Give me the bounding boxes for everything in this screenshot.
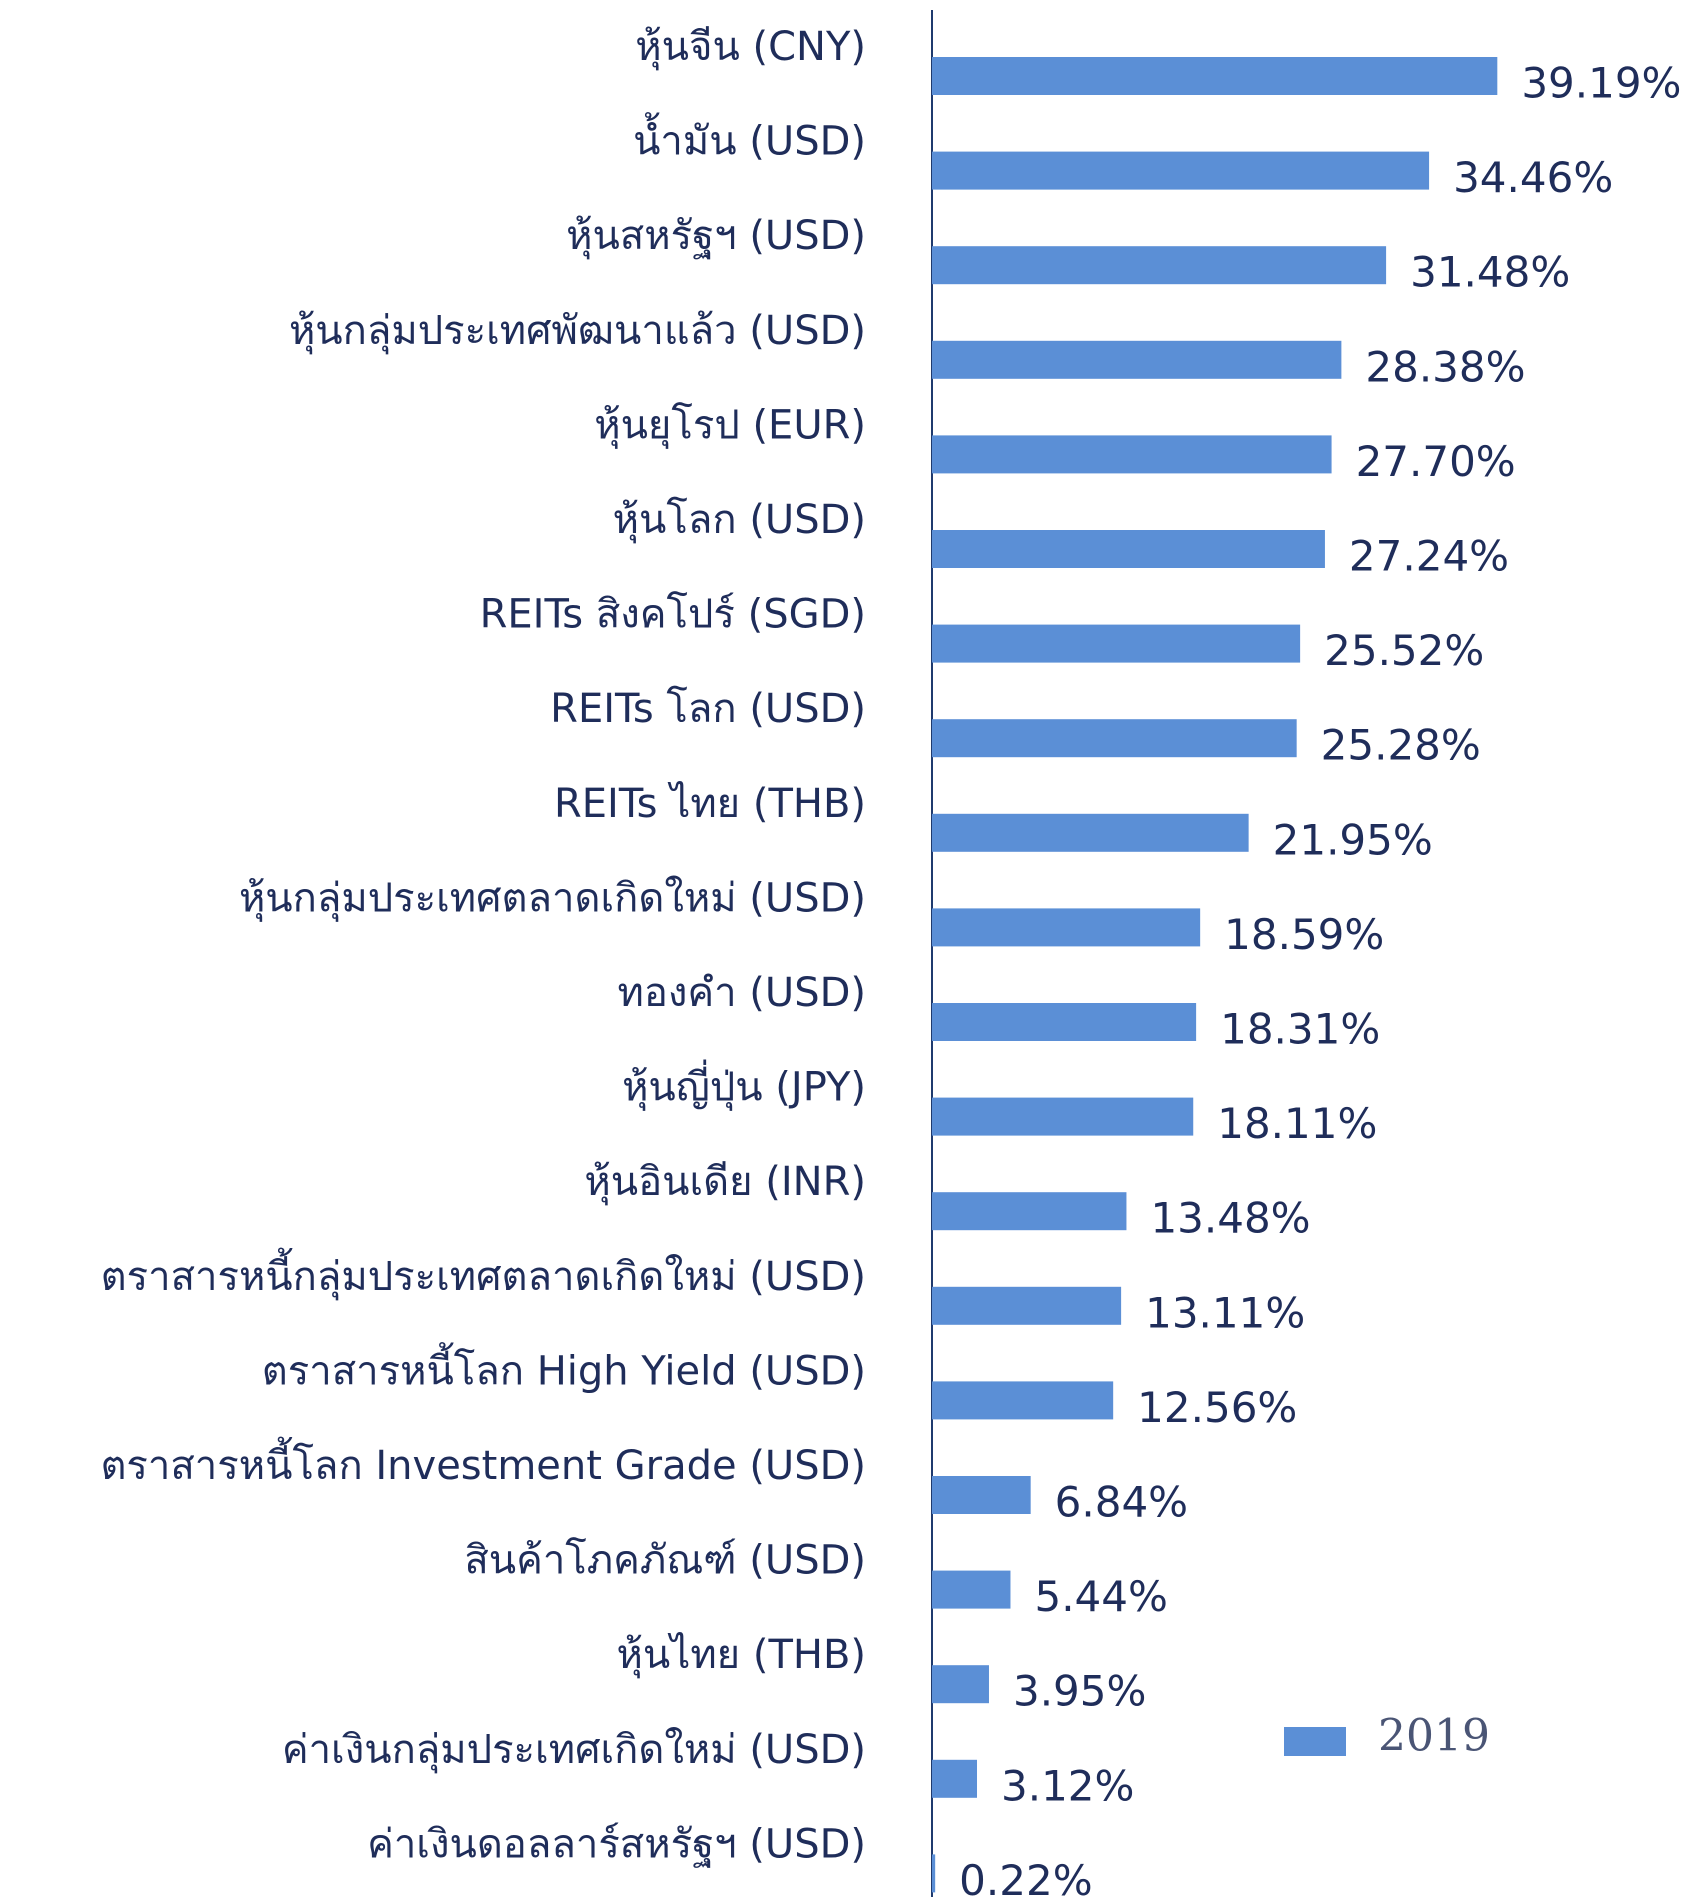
- value-label: 6.84%: [1055, 1478, 1188, 1527]
- category-label: หุ้นญี่ปุ่น (JPY): [622, 1060, 866, 1112]
- value-label: 3.12%: [1001, 1761, 1134, 1810]
- bar: [932, 435, 1332, 474]
- category-label: ค่าเงินกลุ่มประเทศเกิดใหม่ (USD): [282, 1726, 866, 1774]
- value-label: 13.48%: [1150, 1194, 1310, 1243]
- value-label: 27.24%: [1349, 532, 1509, 581]
- bar: [932, 1097, 1194, 1136]
- value-label: 18.31%: [1220, 1005, 1380, 1054]
- bar: [932, 1192, 1127, 1231]
- bar: [932, 1476, 1031, 1514]
- bar: [932, 624, 1301, 663]
- category-label: ตราสารหนี้โลก Investment Grade (USD): [100, 1436, 866, 1489]
- category-label: ค่าเงินดอลลาร์สหรัฐฯ (USD): [367, 1821, 866, 1868]
- bar: [932, 246, 1387, 285]
- category-label: หุ้นจีน (CNY): [635, 24, 866, 71]
- category-label: สินค้าโภคภัณฑ์ (USD): [464, 1538, 866, 1584]
- value-label: 31.48%: [1410, 248, 1570, 297]
- value-label: 25.52%: [1324, 626, 1484, 675]
- category-label: หุ้นกลุ่มประเทศตลาดเกิดใหม่ (USD): [239, 874, 866, 922]
- bar: [932, 1381, 1114, 1420]
- legend-swatch: [1284, 1727, 1346, 1756]
- value-label: 34.46%: [1453, 153, 1613, 202]
- bar: [932, 1286, 1122, 1325]
- category-label: ทองคำ (USD): [617, 970, 866, 1016]
- category-label: REITs โลก (USD): [550, 686, 866, 732]
- value-label: 13.11%: [1145, 1288, 1305, 1337]
- bar: [932, 1759, 978, 1798]
- category-label: หุ้นสหรัฐฯ (USD): [566, 213, 866, 260]
- bar: [932, 340, 1342, 379]
- bar: [932, 530, 1325, 568]
- category-label: ตราสารหนี้กลุ่มประเทศตลาดเกิดใหม่ (USD): [101, 1247, 866, 1301]
- value-label: 18.59%: [1224, 910, 1384, 959]
- bar: [932, 719, 1297, 758]
- value-label: 5.44%: [1034, 1572, 1167, 1621]
- category-label: หุ้นโลก (USD): [613, 497, 866, 544]
- value-label: 39.19%: [1521, 59, 1681, 108]
- bar: [932, 1665, 989, 1704]
- category-label: หุ้นไทย (THB): [616, 1632, 866, 1679]
- category-label: ตราสารหนี้โลก High Yield (USD): [262, 1341, 866, 1394]
- bar: [932, 1003, 1197, 1041]
- category-label: REITs ไทย (THB): [554, 781, 866, 827]
- category-label: หุ้นอินเดีย (INR): [584, 1159, 866, 1206]
- value-label: 3.95%: [1013, 1667, 1146, 1716]
- category-label: น้ำมัน (USD): [633, 112, 866, 165]
- value-label: 0.22%: [959, 1856, 1092, 1897]
- legend-label: 2019: [1378, 1711, 1490, 1762]
- value-label: 21.95%: [1273, 815, 1433, 864]
- category-label: REITs สิงคโปร์ (SGD): [480, 592, 866, 638]
- bar: [932, 908, 1201, 947]
- bar: [932, 57, 1498, 95]
- bar: [932, 151, 1430, 190]
- value-label: 12.56%: [1137, 1383, 1297, 1432]
- category-label: หุ้นกลุ่มประเทศพัฒนาแล้ว (USD): [289, 308, 866, 355]
- value-label: 28.38%: [1365, 342, 1525, 391]
- bar: [932, 1570, 1011, 1609]
- value-label: 27.70%: [1356, 437, 1516, 486]
- value-label: 25.28%: [1321, 721, 1481, 770]
- bar: [932, 1854, 936, 1893]
- category-label: หุ้นยุโรป (EUR): [594, 402, 866, 449]
- value-label: 18.11%: [1217, 1099, 1377, 1148]
- bar: [932, 813, 1249, 852]
